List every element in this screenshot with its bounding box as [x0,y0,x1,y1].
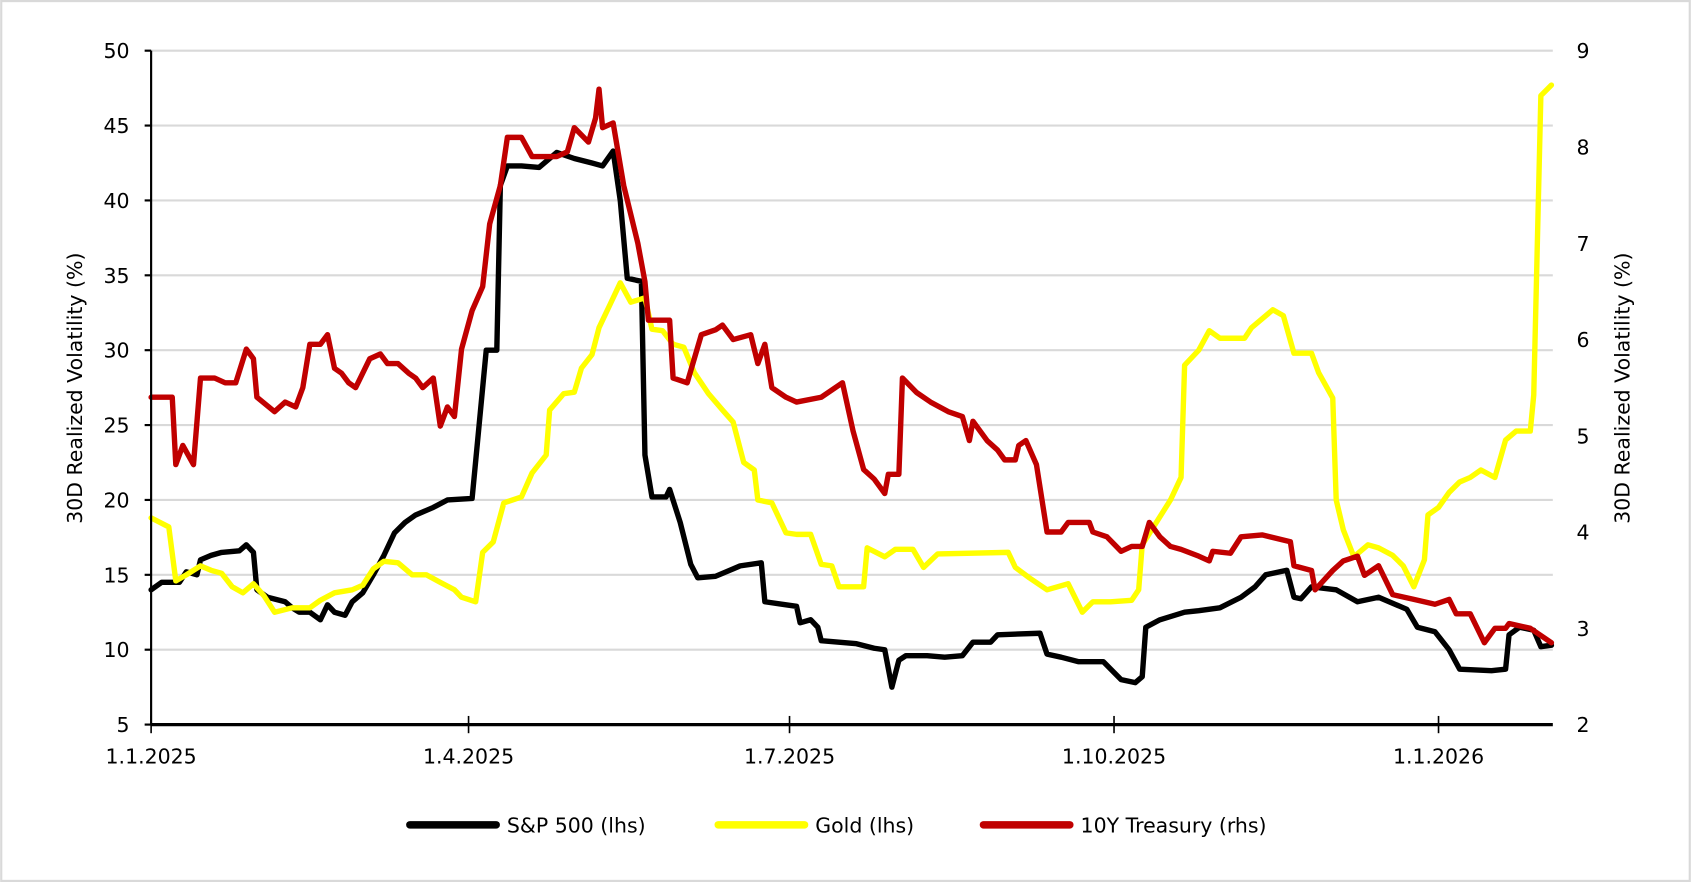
y-tick-label-left: 35 [104,264,130,288]
x-tick-label: 1.7.2025 [744,744,835,768]
y-tick-label-right: 4 [1577,521,1590,545]
legend-item: 10Y Treasury (rhs) [979,813,1267,837]
x-tick-label: 1.10.2025 [1062,744,1166,768]
y-tick-label-left: 20 [104,488,130,512]
y-tick-label-right: 3 [1577,617,1590,641]
series-line-0 [148,148,1555,690]
y-tick-label-left: 30 [104,339,130,363]
y-tick-label-right: 8 [1577,135,1590,159]
legend-item: Gold (lhs) [714,813,914,837]
y-ticks-right: 2 3 4 5 6 7 8 9 [1577,39,1590,737]
legend-label: Gold (lhs) [815,813,914,837]
x-tick-label: 1.1.2025 [106,744,197,768]
x-ticks: 1.1.2025 1.4.2025 1.7.2025 1.10.2025 1.1.202… [106,715,1484,768]
y-tick-label-right: 6 [1577,328,1590,352]
gridlines [151,49,1553,651]
legend-label: S&P 500 (lhs) [507,813,646,837]
axes [150,50,1553,727]
y-tick-label-left: 25 [104,414,130,438]
y-axis-label-right: 30D Realized Volatility (%) [1610,253,1634,524]
y-tick-label-right: 9 [1577,39,1590,63]
legend-item: S&P 500 (lhs) [406,813,646,837]
y-axis-label-left: 30D Realized Volatility (%) [63,253,87,524]
y-tick-label-left: 50 [104,39,130,63]
y-tick-label-left: 10 [104,638,130,662]
series-line-2 [148,86,1555,646]
x-tick-label: 1.1.2026 [1393,744,1484,768]
y-tick-label-left: 15 [104,563,130,587]
y-tick-label-left: 45 [104,114,130,138]
y-tick-label-right: 5 [1577,424,1590,448]
x-tick-label: 1.4.2025 [423,744,514,768]
series-lines [148,82,1555,690]
y-ticks-left: 5 10 15 20 25 30 35 40 45 50 [104,39,152,737]
legend-label: 10Y Treasury (rhs) [1081,813,1267,837]
legend: S&P 500 (lhs) Gold (lhs) 10Y Treasury (rhs… [406,813,1267,837]
y-tick-label-left: 40 [104,189,130,213]
y-tick-label-right: 7 [1577,232,1590,256]
y-tick-label-right: 2 [1577,713,1590,737]
y-tick-label-left: 5 [117,713,130,737]
